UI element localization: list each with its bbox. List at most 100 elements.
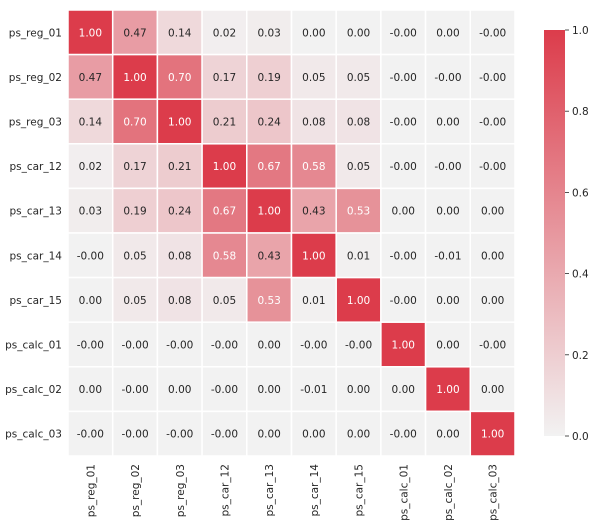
y-tick-label: ps_car_12 — [9, 161, 62, 173]
cell-value-label: 0.00 — [481, 206, 504, 218]
cell-value-label: -0.00 — [479, 27, 506, 39]
heatmap-cell — [201, 410, 248, 457]
x-tick-label: ps_calc_01 — [398, 464, 410, 521]
colorbar-tick-label: 0.0 — [572, 431, 589, 443]
cell-value-label: 1.00 — [436, 384, 459, 396]
heatmap-cell — [335, 366, 382, 413]
heatmap-cell — [380, 410, 427, 457]
cell-value-label: 0.70 — [168, 72, 191, 84]
cell-value-label: 0.17 — [213, 72, 236, 84]
cell-value-label: -0.00 — [479, 72, 506, 84]
x-tick-label: ps_calc_02 — [443, 464, 455, 521]
cell-value-label: 0.00 — [347, 384, 370, 396]
heatmap-cell — [201, 276, 248, 323]
cell-value-label: -0.00 — [479, 161, 506, 173]
cell-value-label: 0.00 — [257, 384, 280, 396]
cell-value-label: 1.00 — [79, 27, 102, 39]
y-tick-label: ps_car_13 — [9, 206, 62, 218]
x-tick-label: ps_reg_02 — [130, 464, 142, 517]
cell-value-label: -0.00 — [211, 340, 238, 352]
heatmap-cell — [335, 321, 382, 368]
cell-value-label: -0.00 — [77, 340, 104, 352]
heatmap-cell — [67, 98, 114, 145]
cell-value-label: 0.00 — [79, 384, 102, 396]
cell-value-label: -0.00 — [479, 340, 506, 352]
cell-value-label: 0.00 — [436, 117, 459, 129]
cell-value-label: -0.00 — [390, 429, 417, 441]
heatmap-cell — [380, 366, 427, 413]
cell-value-label: 0.58 — [302, 161, 325, 173]
cell-value-label: -0.00 — [77, 250, 104, 262]
cell-value-label: 0.19 — [257, 72, 280, 84]
cell-value-label: -0.00 — [345, 340, 372, 352]
heatmap-cell — [290, 9, 337, 56]
heatmap-cell — [469, 366, 516, 413]
colorbar-tick-labels: 0.0 0.2 0.4 0.6 0.8 1.0 — [565, 25, 589, 443]
cell-value-label: 0.58 — [213, 250, 236, 262]
cell-value-label: 0.00 — [257, 340, 280, 352]
heatmap-cell — [335, 276, 382, 323]
heatmap-cell — [335, 53, 382, 100]
cell-value-label: 1.00 — [168, 117, 191, 129]
heatmap-cell — [469, 410, 516, 457]
cell-value-label: 0.21 — [168, 161, 191, 173]
y-axis-tick-labels: ps_reg_01 ps_reg_02 ps_reg_03 ps_car_12 ps_c… — [5, 27, 62, 440]
cell-value-label: 0.21 — [213, 117, 236, 129]
heatmap-cell — [380, 276, 427, 323]
heatmap-cell — [380, 187, 427, 234]
cell-value-label: -0.01 — [300, 384, 327, 396]
cell-value-label: 0.00 — [436, 340, 459, 352]
heatmap-cell — [156, 98, 203, 145]
cell-value-label: 1.00 — [392, 340, 415, 352]
cell-value-label: -0.00 — [211, 429, 238, 441]
cell-value-label: 0.00 — [436, 27, 459, 39]
y-tick-label: ps_reg_03 — [9, 117, 62, 129]
x-tick-label: ps_car_13 — [264, 464, 276, 517]
cell-value-label: -0.00 — [121, 429, 148, 441]
x-tick-label: ps_reg_03 — [175, 464, 187, 517]
cell-value-label: 0.24 — [257, 117, 281, 129]
y-tick-label: ps_reg_01 — [9, 27, 62, 39]
heatmap-cell — [67, 143, 114, 190]
heatmap-cell — [111, 98, 159, 145]
heatmap-cell — [156, 410, 203, 457]
cell-value-label: 0.08 — [168, 295, 191, 307]
cell-value-label: -0.00 — [121, 384, 148, 396]
y-tick-label: ps_car_15 — [9, 295, 62, 307]
cell-value-label: 0.24 — [168, 206, 192, 218]
heatmap-cell — [246, 366, 293, 413]
heatmap-cell — [67, 366, 114, 413]
y-tick-label: ps_calc_01 — [5, 340, 62, 352]
cell-value-label: 0.08 — [168, 250, 191, 262]
x-tick-label: ps_calc_03 — [488, 464, 500, 521]
heatmap-cell — [290, 321, 337, 368]
heatmap-cell — [111, 187, 159, 234]
heatmap-cell — [290, 410, 337, 457]
cell-value-label: -0.00 — [390, 250, 417, 262]
cell-value-label: 0.00 — [168, 384, 191, 396]
heatmap-cell — [424, 410, 472, 457]
cell-value-label: 0.67 — [257, 161, 280, 173]
x-tick-label: ps_car_14 — [309, 464, 321, 517]
cell-value-label: 0.05 — [347, 161, 370, 173]
heatmap-cell — [424, 276, 472, 323]
cell-value-label: 0.47 — [79, 72, 102, 84]
heatmap-cell — [201, 53, 248, 100]
colorbar — [544, 30, 565, 436]
heatmap-cell — [335, 410, 382, 457]
heatmap-cell — [246, 410, 293, 457]
cell-value-label: -0.00 — [390, 295, 417, 307]
cell-value-label: 0.05 — [213, 295, 236, 307]
cell-value-label: 0.05 — [347, 72, 370, 84]
cell-value-label: 0.03 — [257, 27, 280, 39]
cell-value-label: 0.00 — [302, 27, 325, 39]
heatmap-cell — [290, 53, 337, 100]
heatmap-cell — [335, 187, 382, 234]
cell-value-label: 0.05 — [302, 72, 325, 84]
y-tick-label: ps_calc_03 — [5, 429, 62, 441]
heatmap-cell — [67, 276, 114, 323]
cell-value-label: 0.01 — [302, 295, 325, 307]
heatmap-cell — [424, 98, 472, 145]
x-tick-label: ps_car_15 — [354, 464, 366, 517]
heatmap-cell — [469, 187, 516, 234]
